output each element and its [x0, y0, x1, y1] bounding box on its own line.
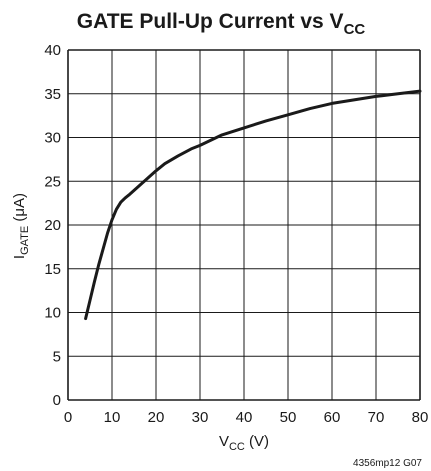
x-tick-label: 50: [280, 409, 297, 426]
x-tick-label: 20: [148, 409, 165, 426]
x-axis-label: VCC (V): [219, 433, 269, 453]
y-axis-label: IGATE (μA): [11, 193, 31, 259]
x-tick-label: 80: [412, 409, 429, 426]
grid: [67, 49, 421, 401]
x-tick-label: 70: [368, 409, 385, 426]
x-tick-label: 60: [324, 409, 341, 426]
x-tick-label: 10: [104, 409, 121, 426]
x-axis-label-subscript: CC: [229, 441, 245, 453]
y-tick-label: 25: [44, 173, 61, 190]
y-tick-label: 40: [44, 42, 61, 59]
x-tick-label: 0: [64, 409, 72, 426]
y-tick-label: 35: [44, 86, 61, 103]
y-tick-label: 5: [53, 348, 61, 365]
x-tick-label: 30: [192, 409, 209, 426]
x-tick-label: 40: [236, 409, 253, 426]
y-tick-label: 30: [44, 130, 61, 147]
series-line: [84, 89, 422, 321]
x-axis-label-main: V: [219, 433, 229, 450]
chart-title-subscript: CC: [344, 21, 366, 38]
chart-title-main: GATE Pull-Up Current vs V: [77, 10, 344, 33]
y-axis-label-unit: (μA): [11, 193, 28, 226]
tick-labels: 0 10 20 30 40 50 60 70 80 0 5 10 15 20 25 30 35 40: [44, 42, 428, 426]
chart-title: GATE Pull-Up Current vs VCC: [77, 10, 366, 38]
y-tick-label: 15: [44, 261, 61, 278]
y-tick-label: 20: [44, 217, 61, 234]
y-axis-label-main: I: [11, 255, 28, 259]
y-tick-label: 0: [53, 392, 61, 409]
y-tick-label: 10: [44, 305, 61, 322]
series: [84, 89, 422, 321]
y-axis-label-subscript: GATE: [19, 226, 31, 255]
figure-code: 4356mp12 G07: [353, 458, 422, 469]
x-axis-label-unit: (V): [245, 433, 269, 450]
